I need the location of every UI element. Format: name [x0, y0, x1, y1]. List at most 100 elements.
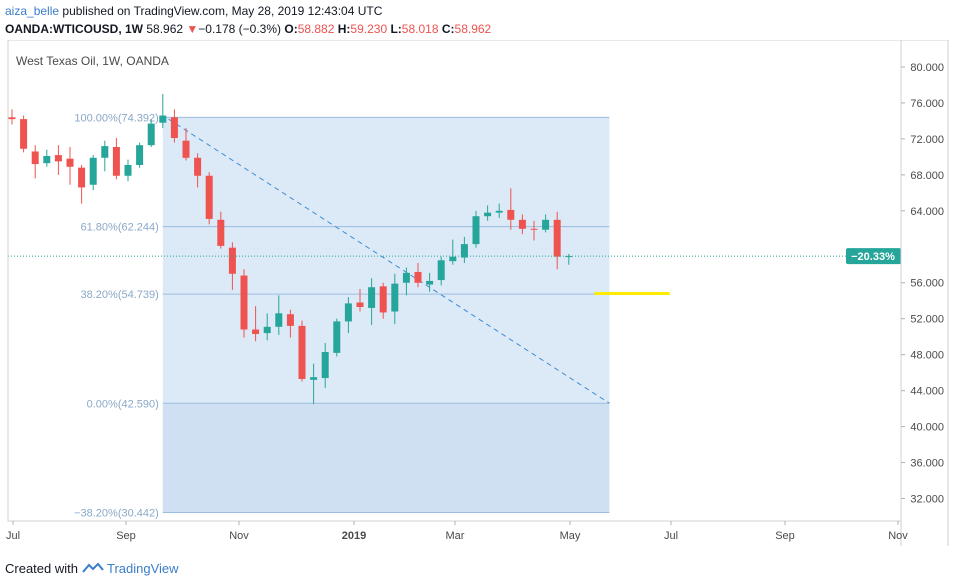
candle-body: [205, 175, 213, 219]
close-value: 58.962: [454, 22, 492, 36]
candle-body: [286, 314, 294, 326]
candle-body: [136, 145, 144, 165]
x-tick-label: Nov: [229, 530, 249, 542]
candle-body: [565, 256, 573, 258]
y-tick-label: 52.000: [910, 314, 944, 326]
open-value: 58.882: [297, 22, 335, 36]
footer: Created with TradingView: [5, 561, 179, 577]
close-label: C:: [441, 22, 455, 36]
candle-body: [530, 228, 538, 230]
candle-body: [31, 151, 39, 165]
candle-body: [66, 158, 74, 167]
symbol-label[interactable]: OANDA:WTICOUSD, 1W: [5, 22, 143, 36]
candle-body: [240, 275, 248, 330]
candle-body: [426, 280, 434, 285]
x-tick-label: 2019: [342, 530, 366, 542]
low-label: L:: [390, 22, 402, 36]
chart-area[interactable]: 100.00%(74.392) 61.80%(62.244) 38.20%(54.7…: [0, 40, 957, 546]
candle-body: [356, 302, 364, 308]
x-tick-label: Jul: [6, 530, 20, 542]
candle-body: [170, 117, 178, 138]
candle-body: [182, 140, 190, 158]
high-value: 59.230: [350, 22, 388, 36]
candle-body: [542, 219, 550, 230]
candle-body: [333, 321, 341, 353]
y-tick-label: 40.000: [910, 422, 944, 434]
candle-body: [275, 313, 283, 327]
y-tick-label: 56.000: [910, 278, 944, 290]
candle-body: [310, 377, 318, 380]
candle-body: [484, 212, 492, 217]
fib-level-label: 0.00%(42.590): [87, 398, 159, 410]
x-tick-label: Mar: [446, 530, 465, 542]
candle-body: [228, 247, 236, 274]
candle-body: [379, 286, 387, 313]
fib-level-label: 61.80%(62.244): [81, 222, 159, 234]
chart-title: West Texas Oil, 1W, OANDA: [16, 54, 169, 68]
candle-body: [43, 155, 51, 164]
x-tick-label: Sep: [116, 530, 136, 542]
candle-body: [402, 272, 410, 283]
candle-body: [368, 287, 376, 308]
candle-body: [54, 155, 62, 162]
published-text: published on TradingView.com, May 28, 20…: [62, 4, 383, 18]
down-arrow-icon: ▼: [186, 22, 199, 36]
x-tick-label: Nov: [888, 530, 908, 542]
y-tick-label: 48.000: [910, 350, 944, 362]
candle-body: [252, 329, 260, 334]
candle-body: [449, 256, 457, 262]
candle-body: [112, 146, 120, 176]
tradingview-brand[interactable]: TradingView: [107, 561, 179, 576]
candle-body: [507, 209, 515, 220]
candle-body: [78, 167, 86, 188]
candle-body: [147, 123, 155, 146]
x-tick-label: Jul: [664, 530, 678, 542]
candle-body: [460, 244, 468, 258]
price-value: 58.962: [146, 22, 184, 36]
y-tick-label: 68.000: [910, 170, 944, 182]
high-label: H:: [337, 22, 351, 36]
candle-body: [553, 219, 561, 257]
candle-body: [101, 146, 109, 158]
ohlc-legend: OANDA:WTICOUSD, 1W 58.962 ▼−0.178 (−0.3%…: [5, 21, 491, 37]
trend-line[interactable]: [168, 118, 610, 404]
y-tick-label: 72.000: [910, 134, 944, 146]
candle-body: [263, 326, 271, 334]
candle-body: [124, 164, 132, 176]
created-with-text: Created with: [5, 561, 78, 576]
trend-line-dashed[interactable]: [168, 118, 610, 404]
candle-body: [472, 216, 480, 245]
candle-body: [8, 117, 16, 120]
open-label: O:: [284, 22, 298, 36]
x-tick-label: Sep: [775, 530, 795, 542]
change-pct-text: −20.33%: [851, 251, 895, 263]
candle-body: [217, 219, 225, 246]
candle-body: [414, 271, 422, 283]
fib-level-label: 38.20%(54.739): [81, 289, 159, 301]
y-tick-label: 64.000: [910, 206, 944, 218]
change-pct-badge: [846, 248, 901, 265]
tradingview-logo-icon: [81, 562, 104, 573]
candle-body: [194, 157, 202, 176]
y-tick-label: 44.000: [910, 386, 944, 398]
candles: [8, 93, 573, 405]
axes: 80.000 76.000 72.000 68.000 64.000 56.000 52.0…: [6, 40, 949, 546]
candle-body: [20, 119, 28, 149]
candle-body: [495, 210, 503, 213]
y-tick-label: 76.000: [910, 98, 944, 110]
candle-body: [344, 303, 352, 322]
price-scale[interactable]: [900, 40, 949, 546]
publish-header: aiza_belle published on TradingView.com,…: [5, 3, 382, 19]
low-value: 58.018: [401, 22, 439, 36]
candle-body: [437, 260, 445, 281]
candle-body: [159, 115, 167, 123]
fib-zone-lower: [162, 403, 610, 513]
candle-body: [518, 219, 526, 229]
y-tick-label: 36.000: [910, 458, 944, 470]
fib-level-label: −38.20%(30.442): [74, 508, 159, 520]
author-link[interactable]: aiza_belle: [5, 4, 60, 18]
fib-level-label: 100.00%(74.392): [74, 112, 158, 124]
candle-body: [89, 157, 97, 185]
fibonacci-retracement[interactable]: 100.00%(74.392) 61.80%(62.244) 38.20%(54.7…: [74, 112, 610, 520]
change-value: −0.178 (−0.3%): [198, 22, 282, 36]
